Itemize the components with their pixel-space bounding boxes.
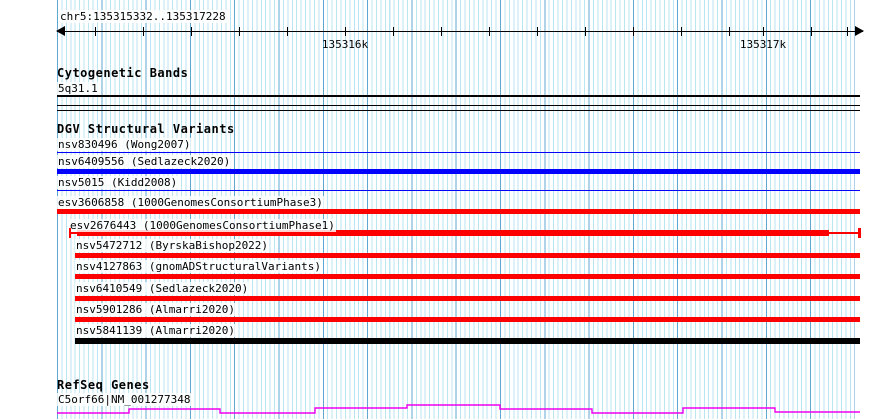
locus-coordinate-label: chr5:135315332..135317228 <box>59 10 227 23</box>
feature-bar-nsv6409556[interactable] <box>57 169 860 174</box>
ruler-tick <box>143 27 144 36</box>
feature-bar-nsv6410549[interactable] <box>75 296 860 301</box>
feature-label-nsv5015[interactable]: nsv5015 (Kidd2008) <box>57 176 179 189</box>
feature-label-nsv6409556[interactable]: nsv6409556 (Sedlazeck2020) <box>57 155 232 168</box>
feature-label-esv3606858[interactable]: esv3606858 (1000GenomesConsortiumPhase3) <box>57 196 324 209</box>
track-title-cytogenetic-bands: Cytogenetic Bands <box>57 66 189 80</box>
track-title-dgv-structural-variants: DGV Structural Variants <box>57 122 235 136</box>
ruler-tick <box>537 27 538 36</box>
ruler-tick-label: 135317k <box>739 38 787 51</box>
feature-label-nsv830496[interactable]: nsv830496 (Wong2007) <box>57 138 192 151</box>
feature-bar-nsv5841139[interactable] <box>75 338 860 344</box>
ruler-tick <box>191 27 192 36</box>
ruler-tick <box>847 27 848 36</box>
ruler-tick <box>287 27 288 36</box>
ruler-tick <box>345 27 346 36</box>
feature-label-nsv5901286[interactable]: nsv5901286 (Almarri2020) <box>75 303 236 316</box>
feature-bar-esv3606858[interactable] <box>57 209 860 214</box>
feature-label-esv2676443[interactable]: esv2676443 (1000GenomesConsortiumPhase1) <box>69 219 336 232</box>
track-separator-line <box>57 105 860 106</box>
feature-bar-nsv830496[interactable] <box>57 152 860 153</box>
ruler-tick <box>239 27 240 36</box>
track-title-refseq-genes: RefSeq Genes <box>57 378 150 392</box>
ruler-tick <box>681 27 682 36</box>
feature-bar-nsv5901286[interactable] <box>75 317 860 322</box>
feature-label-nsv5472712[interactable]: nsv5472712 (ByrskaBishop2022) <box>75 239 270 252</box>
ruler-tick <box>441 27 442 36</box>
ruler-tick <box>393 27 394 36</box>
feature-bar-nsv4127863[interactable] <box>75 274 860 279</box>
ruler-tick <box>763 27 764 36</box>
ruler-tick <box>95 27 96 36</box>
ruler-tick <box>585 27 586 36</box>
feature-bar-cytoband[interactable] <box>57 95 860 97</box>
ruler-tick <box>811 27 812 36</box>
arrow-left-icon[interactable] <box>56 26 65 36</box>
feature-left-cap-esv2676443 <box>69 228 71 238</box>
feature-bar-nsv5015[interactable] <box>57 190 860 191</box>
track-separator-line <box>57 110 860 111</box>
feature-label-nsv5841139[interactable]: nsv5841139 (Almarri2020) <box>75 324 236 337</box>
feature-label-nsv6410549[interactable]: nsv6410549 (Sedlazeck2020) <box>75 282 250 295</box>
feature-label-nsv4127863[interactable]: nsv4127863 (gnomADStructuralVariants) <box>75 260 323 273</box>
feature-right-cap-esv2676443 <box>858 228 861 238</box>
arrow-right-icon[interactable] <box>855 26 864 36</box>
gene-intron-line <box>57 404 860 414</box>
feature-label-cytoband[interactable]: 5q31.1 <box>57 82 99 95</box>
ruler-tick <box>633 27 634 36</box>
ruler-tick-label: 135316k <box>321 38 369 51</box>
ruler-tick <box>729 27 730 36</box>
ruler-tick <box>489 27 490 36</box>
feature-bar-nsv5472712[interactable] <box>75 253 860 258</box>
coordinate-ruler[interactable] <box>56 26 864 36</box>
ruler-axis-line <box>57 31 863 32</box>
